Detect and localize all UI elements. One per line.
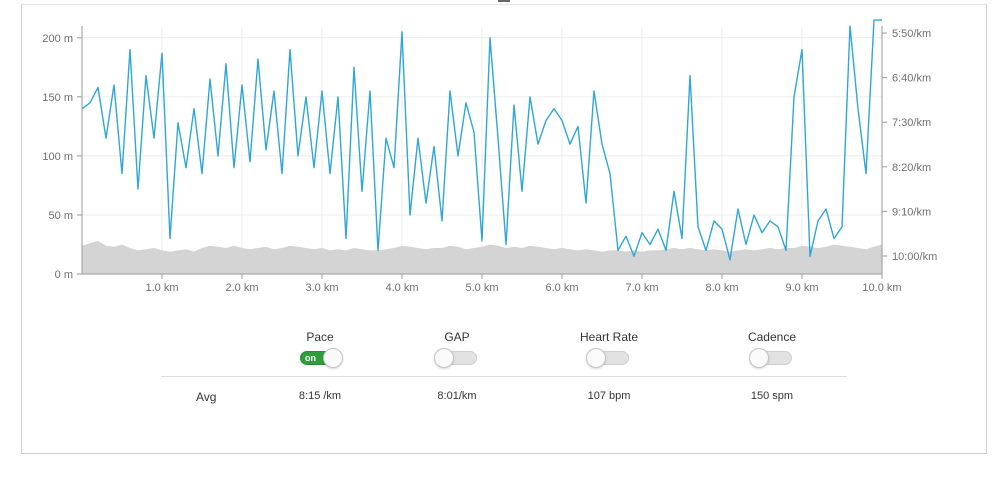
right-tick-label: 7:30/km xyxy=(892,117,931,129)
x-tick-label: 1.0 km xyxy=(145,282,178,294)
toggle-gap: GAP xyxy=(397,330,517,368)
left-tick-label: 0 m xyxy=(55,269,73,281)
switch-knob xyxy=(323,347,343,368)
right-tick-label: 8:20/km xyxy=(892,162,931,174)
x-tick-label: 8.0 km xyxy=(705,282,738,294)
stats-divider xyxy=(161,376,847,377)
x-tick-label: 2.0 km xyxy=(225,282,258,294)
x-tick-label: 6.0 km xyxy=(545,282,578,294)
avg-pace: 8:15 /km xyxy=(298,390,342,402)
left-tick-label: 150 m xyxy=(42,92,73,104)
toggle-heart-rate: Heart Rate xyxy=(549,330,669,368)
avg-cadence: 150 spm xyxy=(750,390,794,402)
elevation-pace-chart: 1.0 km 2.0 km 3.0 km 4.0 km 5.0 km 6.0 km 7.0 … xyxy=(42,19,937,294)
x-tick-label: 7.0 km xyxy=(625,282,658,294)
toggle-label: GAP xyxy=(444,330,470,344)
x-tick-label: 4.0 km xyxy=(385,282,418,294)
left-tick-label: 50 m xyxy=(49,210,73,222)
toggle-pace: Pace on xyxy=(260,330,380,368)
chart-panel xyxy=(21,4,987,454)
x-tick-label: 3.0 km xyxy=(305,282,338,294)
left-axis-ticks: 0 m 50 m 100 m 150 m 200 m xyxy=(42,33,82,281)
left-tick-label: 200 m xyxy=(42,33,73,45)
gap-switch[interactable] xyxy=(434,347,477,368)
switch-state-text: on xyxy=(305,352,316,363)
panel-handle xyxy=(498,0,510,2)
heart-rate-switch[interactable] xyxy=(586,347,629,368)
toggle-label: Cadence xyxy=(747,330,797,344)
pace-line xyxy=(81,19,882,261)
avg-heart-rate: 107 bpm xyxy=(587,390,631,402)
toggle-label: Pace xyxy=(306,330,334,344)
toggle-cadence: Cadence xyxy=(712,330,832,368)
avg-label: Avg xyxy=(196,390,217,404)
right-tick-label: 9:10/km xyxy=(892,206,931,218)
x-tick-label: 5.0 km xyxy=(465,282,498,294)
avg-gap: 8:01/km xyxy=(437,390,477,402)
toggle-label: Heart Rate xyxy=(579,330,639,344)
right-tick-label: 5:50/km xyxy=(892,28,931,40)
x-tick-label: 10.0 km xyxy=(862,282,901,294)
x-tick-label: 9.0 km xyxy=(785,282,818,294)
left-tick-label: 100 m xyxy=(42,151,73,163)
switch-knob xyxy=(434,347,454,368)
switch-knob xyxy=(586,347,606,368)
elevation-area xyxy=(82,240,882,274)
right-axis-ticks: 10:00/km 9:10/km 8:20/km 7:30/km 6:40/km 5:50… xyxy=(882,28,937,263)
x-axis-ticks: 1.0 km 2.0 km 3.0 km 4.0 km 5.0 km 6.0 km 7.0 … xyxy=(145,274,902,294)
right-tick-label: 6:40/km xyxy=(892,73,931,85)
right-tick-label: 10:00/km xyxy=(892,251,937,263)
pace-switch[interactable]: on xyxy=(300,347,343,368)
cadence-switch[interactable] xyxy=(749,347,792,368)
switch-knob xyxy=(749,347,769,368)
elevation-area-shape xyxy=(82,240,882,274)
pace-series-line xyxy=(81,19,882,261)
